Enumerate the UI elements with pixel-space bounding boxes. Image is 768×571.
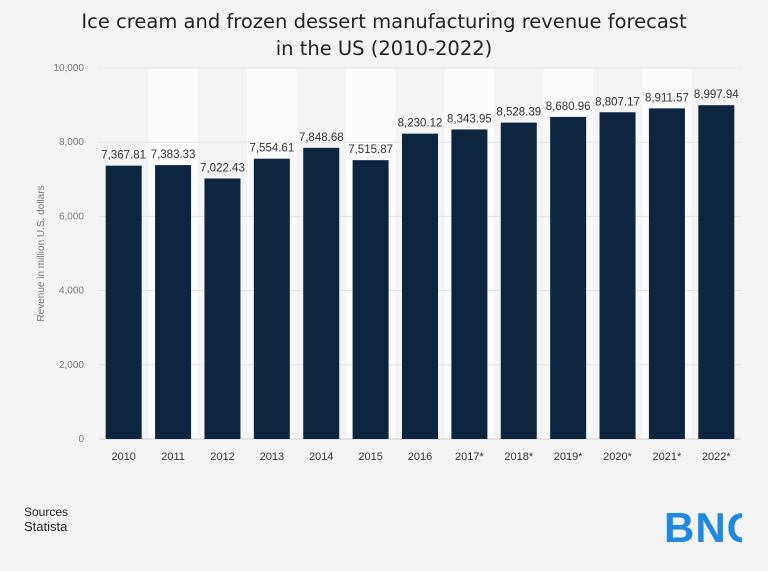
value-label: 8,680.96: [546, 101, 591, 113]
value-label: 7,367.81: [101, 150, 146, 162]
y-tick-label: 8,000: [59, 137, 84, 148]
value-label: 7,515.87: [348, 144, 393, 156]
y-tick-label: 2,000: [59, 360, 84, 371]
y-tick-labels: 0 2,000 4,000 6,000 8,000 10,000: [53, 63, 84, 445]
value-label: 8,997.94: [694, 89, 739, 101]
bar: [155, 165, 192, 439]
value-labels: 7,367.81 7,383.33 7,022.43 7,554.61 7,848.68…: [101, 89, 739, 174]
y-tick-label: 10,000: [53, 63, 84, 74]
y-axis-title: Revenue in million U.S. dollars: [36, 185, 47, 321]
bar: [698, 105, 735, 439]
x-tick-label: 2013: [260, 451, 284, 463]
bar-chart: 7,367.81 7,383.33 7,022.43 7,554.61 7,848.68…: [36, 63, 741, 463]
bar: [648, 108, 685, 440]
sources-name: Statista: [24, 519, 68, 534]
y-tick-label: 0: [78, 434, 84, 445]
chart-title-line-1: Ice cream and frozen dessert manufacturi…: [81, 10, 687, 33]
x-tick-label: 2019*: [554, 451, 583, 463]
sources-label: Sources: [24, 505, 69, 519]
bar: [500, 122, 537, 439]
x-tick-label: 2018*: [504, 451, 533, 463]
value-label: 8,807.17: [595, 96, 640, 108]
x-tick-label: 2012: [210, 451, 234, 463]
value-label: 7,383.33: [151, 149, 196, 161]
bar: [204, 178, 241, 440]
bar: [451, 129, 488, 439]
y-tick-label: 4,000: [59, 286, 84, 297]
x-tick-label: 2011: [161, 451, 185, 463]
x-tick-label: 2020*: [603, 451, 632, 463]
value-label: 8,343.95: [447, 113, 492, 125]
bar: [352, 160, 389, 439]
svg-text:BNG: BNG: [664, 504, 742, 550]
value-label: 8,528.39: [496, 107, 541, 119]
x-tick-label: 2017*: [455, 451, 484, 463]
x-tick-label: 2022*: [702, 451, 731, 463]
chart-title-line-2: in the US (2010-2022): [275, 37, 493, 60]
value-label: 7,022.43: [200, 162, 245, 174]
chart-title: Ice cream and frozen dessert manufacturi…: [0, 8, 768, 62]
bar: [599, 112, 636, 439]
x-tick-label: 2010: [111, 451, 135, 463]
value-label: 7,848.68: [299, 132, 344, 144]
bar: [253, 158, 290, 439]
bar: [303, 147, 340, 439]
x-tick-label: 2015: [358, 451, 382, 463]
y-tick-label: 6,000: [59, 211, 84, 222]
bar: [402, 133, 438, 440]
value-label: 8,230.12: [398, 118, 443, 130]
bar: [550, 116, 587, 439]
x-tick-label: 2021*: [653, 451, 682, 463]
value-label: 7,554.61: [249, 143, 294, 155]
x-tick-labels: 2010 2011 2012 2013 2014 2015 2016 2017* 2018* 20…: [111, 451, 731, 463]
bars: [105, 105, 735, 440]
x-tick-label: 2016: [408, 451, 432, 463]
x-tick-label: 2014: [309, 451, 333, 463]
bar: [105, 165, 142, 440]
bng-logo: BNG: [664, 504, 742, 550]
value-label: 8,911.57: [645, 92, 689, 104]
